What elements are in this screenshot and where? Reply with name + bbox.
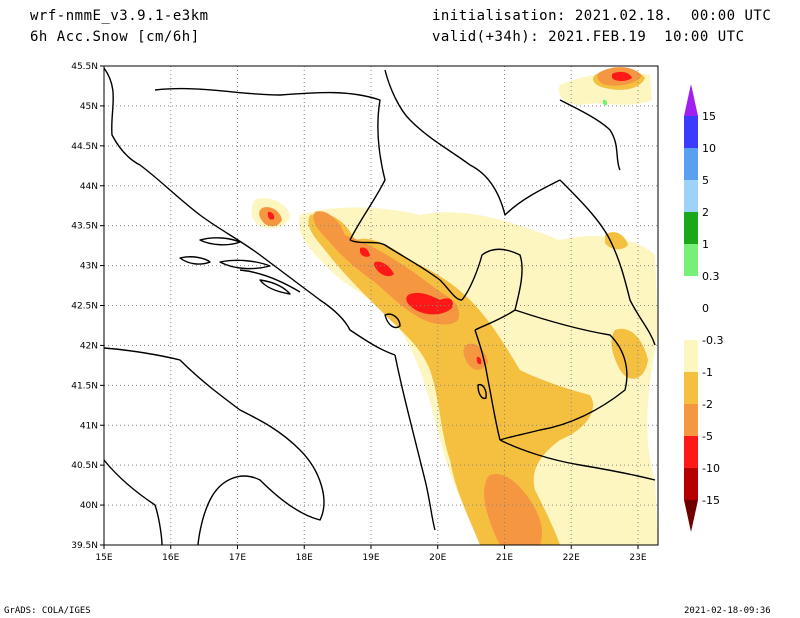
colorbar-label: 5: [702, 174, 709, 187]
coastline-croatia: [103, 67, 396, 356]
colorbar-segment: [684, 276, 698, 308]
snow-area-green: [602, 99, 608, 106]
colorbar-bottom-arrow: [684, 500, 698, 532]
snow-area-moderate-se: [611, 328, 648, 379]
valid-time-label: valid(+34h): 2021.FEB.19 10:00 UTC: [432, 29, 745, 45]
colorbar-label: -0.3: [702, 334, 723, 347]
snow-area-intense: [406, 292, 453, 315]
snow-area-moderate-e: [605, 232, 628, 250]
lake-ohrid: [477, 383, 487, 400]
lat-tick-label: 42.5N: [71, 302, 98, 312]
lon-tick-label: 23E: [629, 553, 646, 563]
lon-tick-labels: 15E 16E 17E 18E 19E 20E 21E 22E 23E: [95, 545, 647, 563]
lat-tick-label: 42N: [80, 341, 98, 351]
lat-tick-label: 43N: [80, 262, 98, 272]
field-label: 6h Acc.Snow [cm/6h]: [30, 29, 200, 45]
coastline-montenegro-albania: [394, 354, 436, 531]
colorbar-top-arrow: [684, 84, 698, 116]
colorbar-label: 2: [702, 206, 709, 219]
lat-tick-label: 39.5N: [71, 541, 98, 551]
colorbar-segment: [684, 148, 698, 180]
colorbar-label: 1: [702, 238, 709, 251]
lat-tick-label: 44N: [80, 182, 98, 192]
border-macedonia-bulgaria: [499, 309, 628, 441]
lon-tick-label: 19E: [362, 553, 379, 563]
colorbar-segment: [684, 404, 698, 436]
lat-lon-grid: [104, 66, 658, 545]
border-romania: [559, 99, 621, 171]
colorbar-label: -2: [702, 398, 713, 411]
lon-tick-label: 16E: [162, 553, 179, 563]
border-bosnia: [154, 87, 386, 241]
lat-tick-label: 45.5N: [71, 62, 98, 72]
lon-tick-label: 15E: [95, 553, 112, 563]
snow-shading: [251, 67, 658, 545]
colorbar-segment: [684, 308, 698, 340]
lon-tick-label: 21E: [496, 553, 513, 563]
lon-tick-label: 20E: [429, 553, 446, 563]
coastline-italy: [103, 347, 325, 546]
lon-tick-label: 22E: [563, 553, 580, 563]
lat-tick-label: 44.5N: [71, 142, 98, 152]
colorbar-segment: [684, 212, 698, 244]
border-montenegro: [349, 239, 463, 301]
colorbar-label: -5: [702, 430, 713, 443]
lat-tick-label: 43.5N: [71, 222, 98, 232]
colorbar-segment: [684, 340, 698, 372]
colorbar-label: 0.3: [702, 270, 720, 283]
colorbar-segment: [684, 116, 698, 148]
timestamp-label: 2021-02-18-09:36: [684, 606, 771, 616]
colorbar-label: 0: [702, 302, 709, 315]
lat-tick-label: 45N: [80, 102, 98, 112]
colorbar: 15 10 5 2 1 0.3 0 -0.3 -1 -2 -5 -10 -15: [684, 84, 723, 532]
snow-area-intense-3: [360, 247, 370, 257]
lat-tick-label: 41N: [80, 421, 98, 431]
island-hvar: [199, 237, 241, 246]
snow-area-heavy-s: [484, 474, 542, 545]
border-greece: [499, 439, 656, 481]
lat-tick-labels: 45.5N 45N 44.5N 44N 43.5N 43N 42.5N 42N 41.5N 41N…: [71, 62, 104, 551]
lat-tick-label: 41.5N: [71, 381, 98, 391]
colorbar-label: -1: [702, 366, 713, 379]
border-serbia: [384, 69, 561, 216]
border-bulgaria: [559, 179, 656, 346]
island-brac: [179, 256, 211, 265]
coastline-italy-heel: [103, 459, 163, 546]
lake-scutari: [384, 313, 401, 329]
peninsula-peljesac: [239, 269, 301, 293]
snow-area-intense-ne: [612, 71, 632, 81]
snow-area-moderate: [308, 213, 594, 545]
model-label: wrf-nmmE_v3.9.1-e3km: [30, 8, 209, 24]
border-kosovo: [461, 248, 523, 331]
colorbar-label: -10: [702, 462, 720, 475]
lat-tick-label: 40.5N: [71, 461, 98, 471]
colorbar-segment: [684, 436, 698, 468]
snow-area-intense-c: [476, 356, 482, 365]
colorbar-label: 10: [702, 142, 716, 155]
colorbar-segment: [684, 180, 698, 212]
colorbar-segment: [684, 372, 698, 404]
colorbar-segment: [684, 244, 698, 276]
snow-area-intense-2: [373, 261, 394, 277]
colorbar-label: 15: [702, 110, 716, 123]
lat-tick-label: 40N: [80, 501, 98, 511]
coastlines-borders: [103, 67, 656, 546]
lon-tick-label: 18E: [296, 553, 313, 563]
island-korcula: [219, 259, 271, 270]
credit-label: GrADS: COLA/IGES: [4, 606, 91, 616]
snow-area-intense-w: [267, 211, 275, 220]
colorbar-segment: [684, 468, 698, 500]
border-albania-macedonia: [474, 329, 501, 441]
colorbar-label: -15: [702, 494, 720, 507]
island-mljet: [259, 279, 291, 295]
lon-tick-label: 17E: [229, 553, 246, 563]
init-time-label: initialisation: 2021.02.18. 00:00 UTC: [432, 8, 772, 24]
